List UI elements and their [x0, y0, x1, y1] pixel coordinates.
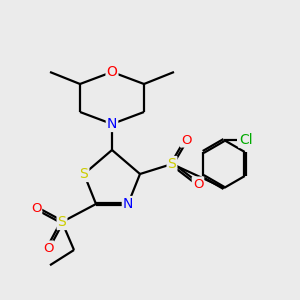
Text: N: N — [123, 197, 133, 211]
Text: O: O — [193, 178, 203, 190]
Text: O: O — [31, 202, 41, 214]
Text: O: O — [106, 65, 117, 79]
Text: O: O — [181, 134, 191, 146]
Text: O: O — [43, 242, 53, 254]
Text: S: S — [168, 157, 176, 171]
Text: S: S — [80, 167, 88, 181]
Text: S: S — [58, 215, 66, 229]
Text: N: N — [107, 117, 117, 131]
Text: Cl: Cl — [239, 133, 253, 147]
